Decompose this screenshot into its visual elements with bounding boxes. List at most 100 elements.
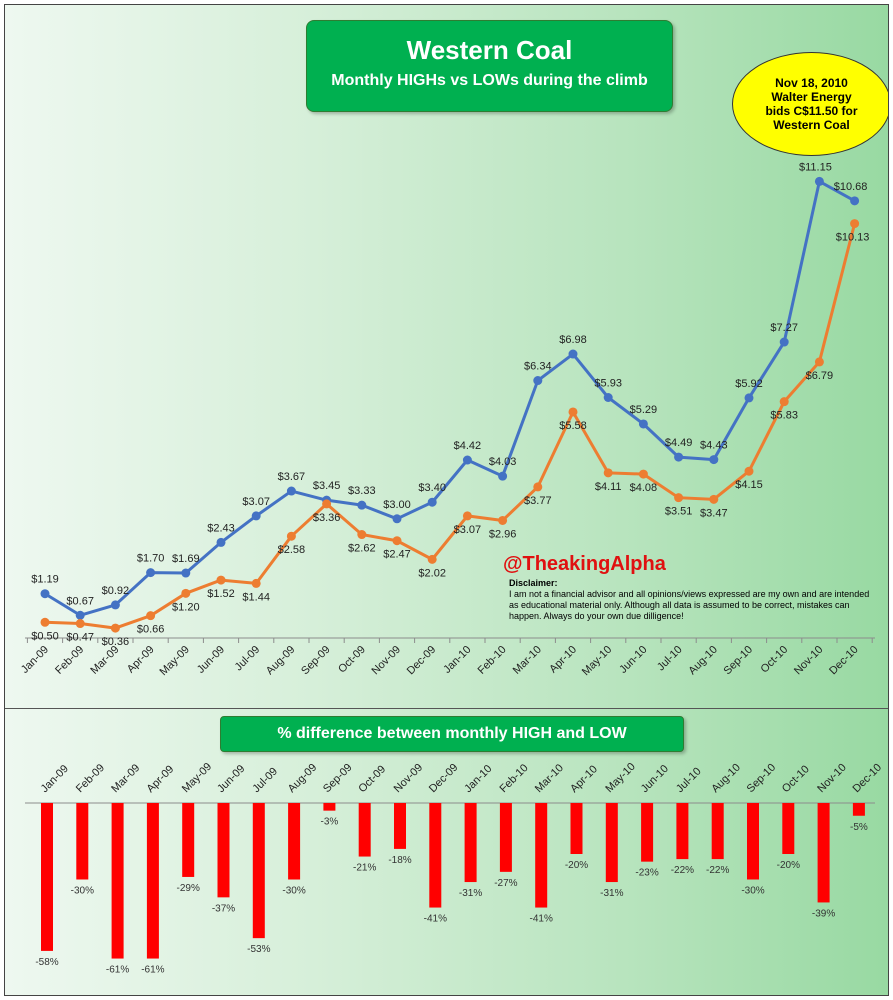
- data-label-high: $5.29: [630, 404, 658, 416]
- data-label-low: $1.52: [207, 588, 235, 600]
- bar-x-tick-label: Jan-10: [462, 763, 494, 795]
- data-label-low: $2.96: [489, 528, 517, 540]
- data-label-high: $4.43: [700, 440, 728, 452]
- bar: [76, 803, 89, 880]
- data-label-low: $6.79: [806, 370, 834, 382]
- point-low: [498, 515, 508, 525]
- point-low: [251, 578, 261, 588]
- bar-data-label: -41%: [424, 914, 447, 925]
- bar-data-label: -3%: [321, 817, 339, 828]
- x-tick-label: Aug-09: [264, 644, 298, 678]
- point-low: [322, 499, 332, 509]
- point-low: [568, 407, 578, 417]
- data-label-high: $10.68: [834, 181, 868, 193]
- bar-data-label: -53%: [247, 944, 270, 955]
- point-low: [110, 623, 120, 633]
- bar-x-tick-label: Feb-09: [74, 762, 107, 795]
- x-tick-label: Feb-09: [53, 644, 86, 677]
- chart-canvas: Jan-09 Feb-09 Mar-09 Apr-09 May-09 Jun-09 Jul-…: [19, 161, 885, 975]
- x-tick-label: Jan-10: [441, 644, 473, 676]
- data-label-high: $3.40: [418, 482, 446, 494]
- bar-data-label: -20%: [777, 860, 800, 871]
- point-high: [392, 514, 402, 524]
- data-label-low: $5.83: [770, 410, 798, 422]
- point-low: [674, 493, 684, 503]
- bar-x-tick-label: Jan-09: [39, 763, 71, 795]
- point-high: [638, 419, 648, 429]
- bar: [570, 803, 583, 854]
- bar-chart-title-box: % difference between monthly HIGH and LO…: [220, 716, 684, 752]
- x-tick-label: Oct-10: [758, 644, 790, 676]
- bar-data-label: -22%: [671, 865, 694, 876]
- data-label-low: $1.20: [172, 601, 200, 613]
- chart-title: Western Coal: [406, 35, 573, 65]
- bar-data-label: -39%: [812, 908, 835, 919]
- bar: [676, 803, 689, 860]
- bar-x-tick-label: Jul-09: [250, 765, 280, 795]
- disclaimer: Disclaimer: I am not a financial advisor…: [509, 578, 881, 622]
- x-tick-label: Mar-10: [511, 644, 544, 677]
- point-high: [814, 176, 824, 186]
- data-label-low: $3.77: [524, 495, 552, 507]
- data-label-high: $11.15: [799, 161, 832, 173]
- point-high: [674, 452, 684, 462]
- point-low: [638, 469, 648, 479]
- bar-chart-title: % difference between monthly HIGH and LO…: [277, 725, 627, 742]
- bar: [41, 803, 53, 951]
- bar-x-tick-label: Mar-09: [109, 762, 142, 795]
- point-low: [40, 617, 50, 627]
- bar-data-label: -5%: [850, 822, 868, 833]
- point-low: [814, 357, 824, 367]
- bar: [711, 803, 724, 860]
- point-low: [709, 494, 719, 504]
- point-high: [146, 568, 156, 578]
- point-high: [709, 455, 719, 465]
- point-high: [286, 486, 296, 496]
- bar-data-label: -21%: [353, 863, 376, 874]
- data-label-high: $3.67: [278, 471, 306, 483]
- bar-data-label: -29%: [177, 883, 200, 894]
- point-high: [216, 537, 226, 547]
- bar: [782, 803, 795, 854]
- x-tick-label: Jan-09: [19, 644, 51, 676]
- annotation-line: Western Coal: [773, 118, 850, 132]
- bar-data-label: -58%: [35, 957, 58, 968]
- bar-x-tick-label: Aug-09: [286, 762, 320, 796]
- bar-x-tick-label: Apr-09: [145, 763, 177, 795]
- line-high-series: [44, 179, 856, 617]
- data-label-low: $3.47: [700, 507, 728, 519]
- point-low: [603, 468, 613, 478]
- x-tick-label: May-09: [157, 644, 191, 678]
- data-label-low: $10.13: [836, 232, 870, 244]
- data-label-high: $7.27: [770, 322, 798, 334]
- x-tick-label: May-10: [580, 644, 614, 678]
- bar: [288, 803, 301, 880]
- point-high: [427, 497, 437, 507]
- x-tick-label: Nov-09: [370, 644, 404, 678]
- data-label-high: $1.70: [137, 553, 165, 565]
- data-label-high: $2.43: [207, 522, 235, 534]
- x-tick-label: Mar-09: [88, 644, 121, 677]
- x-tick-label: Jul-09: [233, 644, 263, 674]
- data-label-high: $1.69: [172, 553, 200, 565]
- x-tick-label: Nov-10: [792, 644, 826, 678]
- line-low-series: [44, 223, 857, 630]
- bar-data-label: -30%: [741, 886, 764, 897]
- bar: [641, 803, 654, 862]
- point-high: [462, 455, 472, 465]
- x-tick-label: Jul-10: [655, 644, 685, 674]
- data-label-high: $6.34: [524, 361, 552, 373]
- x-tick-label: Oct-09: [336, 644, 368, 676]
- data-label-high: $1.19: [31, 574, 59, 586]
- x-tick-label: Feb-10: [476, 644, 509, 677]
- bar-x-tick-label: Dec-10: [851, 762, 885, 796]
- bar-x-tick-label: Feb-10: [498, 762, 531, 795]
- point-low: [146, 611, 156, 621]
- bar-x-tick-label: Aug-10: [709, 762, 743, 796]
- data-label-low: $3.36: [313, 512, 341, 524]
- bar-data-label: -18%: [388, 855, 411, 866]
- data-label-low: $4.15: [735, 479, 763, 491]
- point-high: [533, 376, 543, 386]
- bar: [146, 803, 159, 959]
- point-low: [744, 466, 754, 476]
